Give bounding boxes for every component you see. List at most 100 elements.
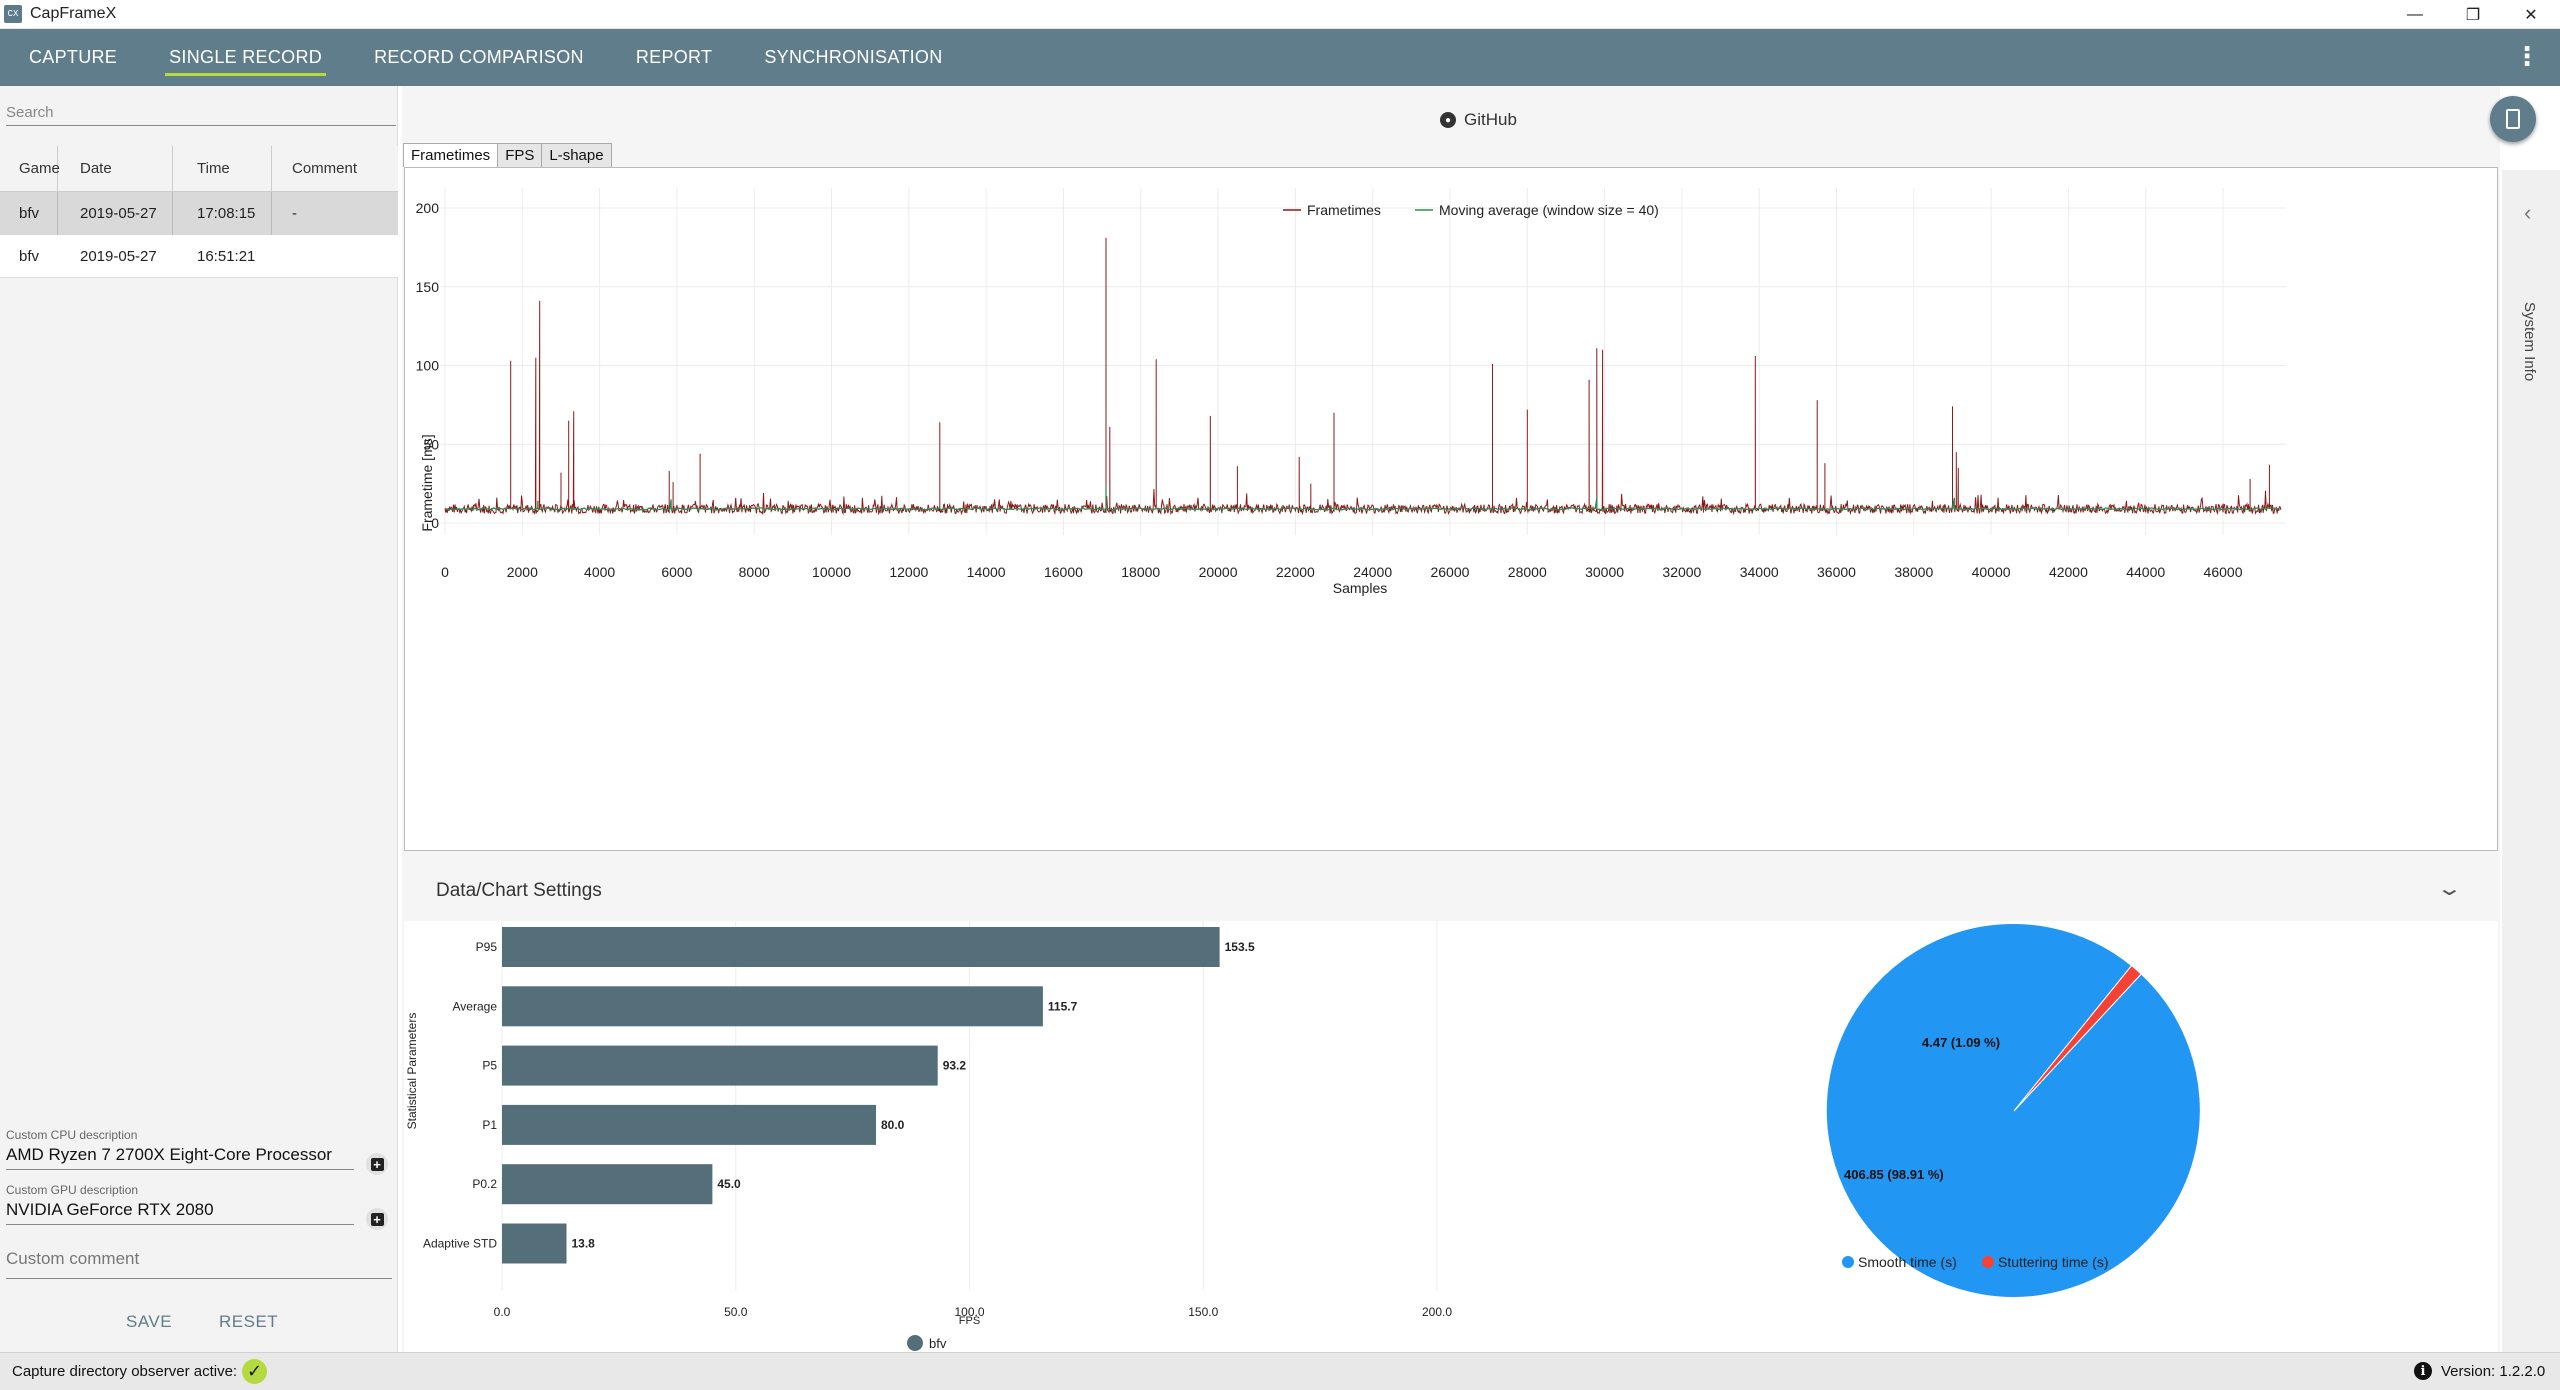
- tab-record-comparison[interactable]: RECORD COMPARISON: [374, 47, 584, 67]
- frametime-chart-svg: 0 2000 4000 6000 8000 10000 12000 14000 16000 180…: [416, 188, 2286, 596]
- title-bar: CX CapFrameX — ❐ ✕: [0, 0, 2560, 29]
- custom-comment-input[interactable]: Custom comment: [6, 1249, 392, 1279]
- x-tick-label: 10000: [812, 564, 851, 580]
- add-cpu-button[interactable]: +: [366, 1153, 388, 1175]
- check-icon: ✓: [242, 1359, 267, 1384]
- y-tick-label: 200: [416, 200, 440, 216]
- y-tick-label: 150: [416, 279, 440, 295]
- cell-comment: -: [292, 205, 297, 222]
- tab-l-shape[interactable]: L-shape: [541, 143, 612, 167]
- save-button[interactable]: SAVE: [126, 1312, 173, 1331]
- github-label: GitHub: [1464, 110, 1517, 129]
- chevron-down-icon[interactable]: ⌄: [2436, 878, 2464, 900]
- gpu-description-value[interactable]: NVIDIA GeForce RTX 2080: [6, 1200, 214, 1219]
- bar-value-label: 153.5: [1225, 940, 1255, 954]
- bar: [502, 1164, 713, 1205]
- legend-entry: Moving average (window size = 40): [1439, 202, 1659, 218]
- category-label: P1: [482, 1118, 497, 1132]
- main-nav: CAPTURE SINGLE RECORD RECORD COMPARISON …: [0, 29, 2560, 86]
- legend-swatch: [1842, 1256, 1854, 1268]
- bar: [502, 1104, 876, 1145]
- maximize-button[interactable]: ❐: [2465, 6, 2481, 24]
- system-info-panel[interactable]: ‹ System Info: [2502, 170, 2560, 1352]
- cell-time: 17:08:15: [173, 192, 272, 235]
- tab-capture[interactable]: CAPTURE: [29, 47, 118, 67]
- cell-date: 2019-05-27: [80, 247, 157, 265]
- table-row[interactable]: bfv 2019-05-27 17:08:15 -: [0, 192, 398, 235]
- frametime-chart[interactable]: 0 2000 4000 6000 8000 10000 12000 14000 16000 180…: [404, 167, 2498, 851]
- y-tick-label: 100: [416, 358, 440, 374]
- chart-tabs: Frametimes FPS L-shape: [403, 143, 612, 167]
- x-tick-label: 32000: [1662, 564, 1701, 580]
- table-row[interactable]: bfv 2019-05-27 16:51:21: [0, 235, 398, 278]
- info-icon[interactable]: i: [2414, 1362, 2432, 1380]
- x-tick-label: 34000: [1740, 564, 1779, 580]
- bar-value-label: 13.8: [572, 1237, 596, 1251]
- main-content: ● GitHub Frametimes FPS L-shape 0 2000 400…: [402, 86, 2500, 1352]
- settings-title: Data/Chart Settings: [436, 880, 602, 901]
- pie-slice: [2013, 964, 2142, 1112]
- category-label: Average: [453, 999, 498, 1013]
- x-tick-label: 0: [441, 564, 449, 580]
- category-label: P5: [482, 1059, 497, 1073]
- header-date[interactable]: Date: [58, 146, 173, 191]
- bar: [502, 986, 1043, 1027]
- tab-synchronisation[interactable]: SYNCHRONISATION: [764, 47, 943, 67]
- slice-label: 4.47 (1.09 %): [1922, 1035, 2000, 1050]
- x-axis-label: Samples: [1333, 580, 1387, 596]
- app-icon: CX: [4, 5, 22, 23]
- reset-button[interactable]: RESET: [219, 1312, 279, 1331]
- x-tick-label: 50.0: [724, 1305, 748, 1319]
- cpu-description-field[interactable]: Custom CPU description AMD Ryzen 7 2700X…: [6, 1128, 354, 1170]
- category-label: Adaptive STD: [423, 1237, 497, 1251]
- bar: [502, 1045, 938, 1086]
- app-title: CapFrameX: [30, 5, 117, 22]
- legend-entry: bfv: [929, 1336, 947, 1351]
- phone-icon: [2506, 109, 2520, 129]
- cell-comment: [272, 235, 398, 277]
- x-tick-label: 8000: [739, 564, 770, 580]
- x-tick-label: 24000: [1353, 564, 1392, 580]
- search-input[interactable]: Search: [6, 100, 396, 126]
- category-label: P0.2: [472, 1177, 497, 1191]
- data-chart-settings-header[interactable]: Data/Chart Settings ⌄: [404, 866, 2498, 918]
- header-game[interactable]: Game: [0, 146, 60, 191]
- cell-time: 16:51:21: [197, 247, 256, 265]
- y-axis-label: Statistical Parameters: [405, 1013, 419, 1130]
- tab-single-record[interactable]: SINGLE RECORD: [143, 29, 348, 86]
- x-tick-label: 16000: [1044, 564, 1083, 580]
- header-comment[interactable]: Comment: [292, 160, 358, 177]
- x-tick-label: 46000: [2204, 564, 2243, 580]
- y-tick-label: 50: [423, 436, 439, 452]
- x-tick-label: 20000: [1199, 564, 1238, 580]
- system-info-label: System Info: [2521, 302, 2538, 382]
- screenshot-button[interactable]: [2490, 96, 2536, 142]
- status-bar: Capture directory observer active: ✓ i V…: [0, 1352, 2560, 1390]
- bar-value-label: 115.7: [1048, 999, 1078, 1013]
- add-gpu-button[interactable]: +: [366, 1208, 388, 1230]
- x-axis-label: FPS: [959, 1315, 980, 1327]
- cpu-description-value[interactable]: AMD Ryzen 7 2700X Eight-Core Processor: [6, 1145, 332, 1164]
- window-controls: — ❐ ✕: [2386, 0, 2560, 29]
- x-tick-label: 12000: [889, 564, 928, 580]
- x-tick-label: 36000: [1817, 564, 1856, 580]
- close-button[interactable]: ✕: [2524, 6, 2538, 24]
- header-time[interactable]: Time: [173, 146, 272, 191]
- x-tick-label: 14000: [967, 564, 1006, 580]
- gpu-description-label: Custom GPU description: [6, 1183, 139, 1197]
- github-link[interactable]: ● GitHub: [1440, 110, 1517, 130]
- minimize-button[interactable]: —: [2407, 5, 2423, 23]
- chevron-left-icon[interactable]: ‹: [2524, 200, 2532, 225]
- tab-report[interactable]: REPORT: [635, 47, 713, 67]
- legend-entry: Stuttering time (s): [1998, 1254, 2108, 1270]
- record-list-panel: Search Game Date Time Comment bfv 2019-0…: [0, 86, 398, 1352]
- tab-frametimes[interactable]: Frametimes: [403, 143, 499, 167]
- x-tick-label: 28000: [1508, 564, 1547, 580]
- gpu-description-field[interactable]: Custom GPU description NVIDIA GeForce RT…: [6, 1183, 354, 1225]
- y-axis-label: Frametime [ms]: [419, 434, 435, 531]
- slice-label: 406.85 (98.91 %): [1844, 1167, 1944, 1182]
- x-tick-label: 100.0: [954, 1305, 984, 1319]
- x-tick-label: 150.0: [1188, 1305, 1218, 1319]
- more-menu-icon[interactable]: ⋮: [2514, 41, 2540, 71]
- tab-fps[interactable]: FPS: [497, 143, 543, 167]
